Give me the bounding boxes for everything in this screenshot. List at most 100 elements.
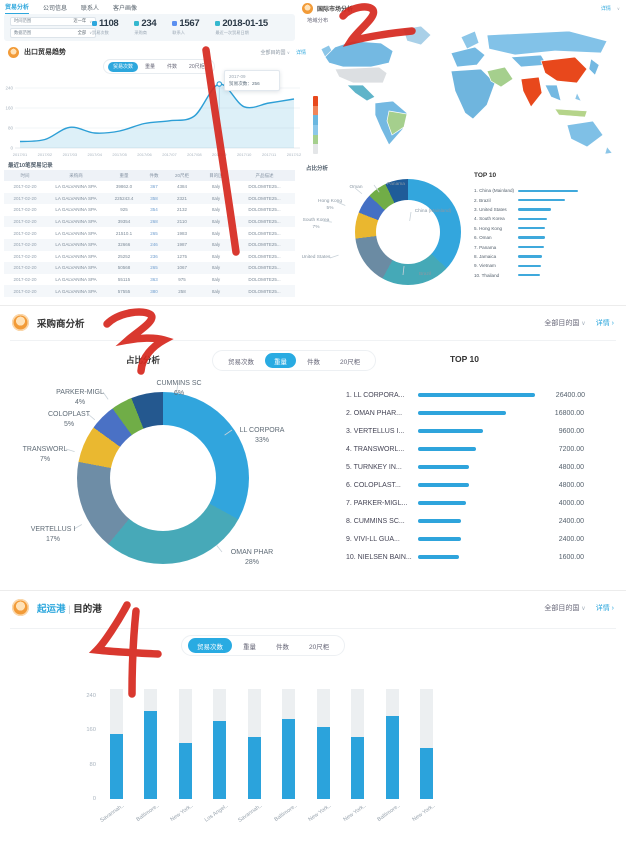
top10-row[interactable]: 5. TURNKEY IN... 4800.00 [346,458,584,476]
map-region-middle-east[interactable] [486,66,514,88]
map-region-russia[interactable] [486,30,608,56]
top10-row[interactable]: 3. United States [474,205,619,214]
map-region-canada[interactable] [324,40,394,68]
metric-tab-件数[interactable]: 件数 [276,643,289,651]
tab-1[interactable]: 贸易分析 [5,2,30,14]
map-region-scandinavia[interactable] [460,30,480,50]
top10-row[interactable]: 2. Brazil [474,195,619,204]
metric-tab-贸易次数[interactable]: 贸易次数 [228,358,254,366]
map-region-mexico[interactable] [346,84,376,102]
map-region-china[interactable] [540,56,588,84]
top10-row[interactable]: 8. CUMMINS SC... 2400.00 [346,512,584,530]
departure-port-tab[interactable]: 起运港 [37,603,66,615]
top10-row[interactable]: 8. Jamaica [474,252,619,261]
map-region-united-states[interactable] [334,66,388,84]
map-region-japan[interactable] [588,58,600,76]
top10-row[interactable]: 6. Oman [474,233,619,242]
metric-tab-重量[interactable]: 重量 [145,64,156,70]
bar[interactable] [351,737,364,799]
bar[interactable] [109,733,123,799]
top10-row[interactable]: 1. China (Mainland) [474,186,619,195]
svg-text:2017/06: 2017/06 [137,152,152,157]
drop-icon [134,21,139,26]
bar[interactable] [213,720,226,799]
tab-4[interactable]: 客户画像 [113,6,138,12]
top10-row[interactable]: 2. OMAN PHAR... 16800.00 [346,404,584,422]
map-region-africa[interactable] [450,68,496,120]
map-region-europe[interactable] [450,46,486,68]
donut-label: COLOPLAST 5% [42,411,96,430]
top10-row[interactable]: 10. NIELSEN BAIN... 1600.00 [346,548,584,566]
map-region-new-zealand[interactable] [604,146,613,155]
legend-color [313,134,318,145]
metric-tab-重量[interactable]: 重量 [243,643,256,651]
cell: 32666 [117,242,131,248]
metric-tab-20尺柜[interactable]: 20尺柜 [189,64,205,70]
table-row[interactable]: 2017-02-20 LA GALVANINA SPA 39862.0 367 4384… [4,181,295,193]
cell: DOLOMITE25... [248,242,281,248]
top10-row[interactable]: 9. Vietnam [474,261,619,270]
metric-tab-件数[interactable]: 件数 [167,64,178,70]
bar[interactable] [247,737,261,799]
trend-detail-link[interactable]: 详情 [295,49,306,56]
table-row[interactable]: 2017-02-20 LA GALVANINA SPA 225243.4 358 232… [4,192,295,205]
bar[interactable] [282,719,295,799]
bar[interactable] [420,748,433,799]
top10-row[interactable]: 4. TRANSWORL... 7200.00 [346,440,584,458]
rank-name: 3. VERTELLUS I... [346,427,405,435]
bar [418,555,459,559]
donut-label: PARKER-MIGL 4% [53,389,107,408]
metric-tab-贸易次数[interactable]: 贸易次数 [108,61,139,72]
table-row[interactable]: 2017-02-20 LA GALVANINA SPA 39354 268 2110 It… [4,215,295,228]
trend-destination-filter[interactable]: 全部目的国 ∨ [261,49,290,56]
metric-tab-20尺柜[interactable]: 20尺柜 [309,643,330,651]
metric-tab-20尺柜[interactable]: 20尺柜 [340,358,361,366]
trend-metric-tabs: 贸易次数 重量 件数 20尺柜 [103,59,215,74]
cell: Italy [211,207,221,213]
bar[interactable] [385,715,399,799]
map-region-indochina[interactable] [544,84,562,102]
value: 1600.00 [558,553,584,561]
top10-row[interactable]: 3. VERTELLUS I... 9600.00 [346,422,584,440]
buyer-destination-filter[interactable]: 全部目的国 ∨ [544,318,585,328]
cell: 2132 [176,207,187,213]
filter-select-2[interactable]: 数据范围 全部 ∨ [10,28,96,38]
metric-tab-件数[interactable]: 件数 [307,358,320,366]
map-region-india[interactable] [520,76,543,108]
buyer-detail-link[interactable]: 详情 › [596,318,614,328]
top10-row[interactable]: 4. South Korea [474,214,619,223]
table-row[interactable]: 2017-02-20 LA GALVANINA SPA 21510.1 265 1983… [4,227,295,239]
map-region-indonesia[interactable] [554,108,588,118]
tab-2[interactable]: 公司信息 [43,6,68,12]
table-row[interactable]: 2017-02-20 LA GALVANINA SPA 925 354 2132 Ital… [4,204,295,216]
map-region-brazil[interactable] [386,110,408,136]
top10-row[interactable]: 5. Hong Kong [474,224,619,233]
metric-tab-贸易次数[interactable]: 贸易次数 [188,638,232,653]
metric-tab-重量[interactable]: 重量 [265,353,296,368]
destination-port-tab[interactable]: 目的港 [73,603,102,615]
top10-row[interactable]: 7. PARKER-MIGL... 4000.00 [346,494,584,512]
filter-select-1[interactable]: 时间范围 近一年 ∨ [10,16,96,26]
table-row[interactable]: 2017-02-20 LA GALVANINA SPA 55115 363 975 Ita… [4,274,295,286]
table-row[interactable]: 2017-02-20 LA GALVANINA SPA 57555 380 258 Ita… [4,285,295,297]
bar[interactable] [178,743,192,799]
cell: 2110 [177,219,187,225]
top10-row[interactable]: 10. Thailand [474,271,619,280]
bar[interactable] [144,710,157,799]
map-region-australia[interactable] [566,120,604,148]
top10-row[interactable]: 7. Panama [474,242,619,251]
map-region-greenland[interactable] [402,25,432,46]
bar[interactable] [316,726,330,799]
map-region-philippines[interactable] [574,92,582,102]
cell: 354 [150,207,158,213]
table-row[interactable]: 2017-02-20 LA GALVANINA SPA 32666 246 1987 It… [4,238,295,251]
top10-row[interactable]: 1. LL CORPORA... 26400.00 [346,386,585,404]
top10-row[interactable]: 9. VIVI-LL GUA... 2400.00 [346,530,584,548]
ports-destination-filter[interactable]: 全部目的国 ∨ [544,603,585,613]
ports-detail-link[interactable]: 详情 › [596,603,614,613]
tab-3[interactable]: 联系人 [81,6,100,12]
table-row[interactable]: 2017-02-20 LA GALVANINA SPA 25252 236 1275 It… [4,251,295,263]
market-detail-link[interactable]: 详情 [600,6,611,12]
top10-row[interactable]: 6. COLOPLAST... 4800.00 [346,476,584,494]
table-row[interactable]: 2017-02-20 LA GALVANINA SPA 50568 265 1067 It… [4,262,295,274]
